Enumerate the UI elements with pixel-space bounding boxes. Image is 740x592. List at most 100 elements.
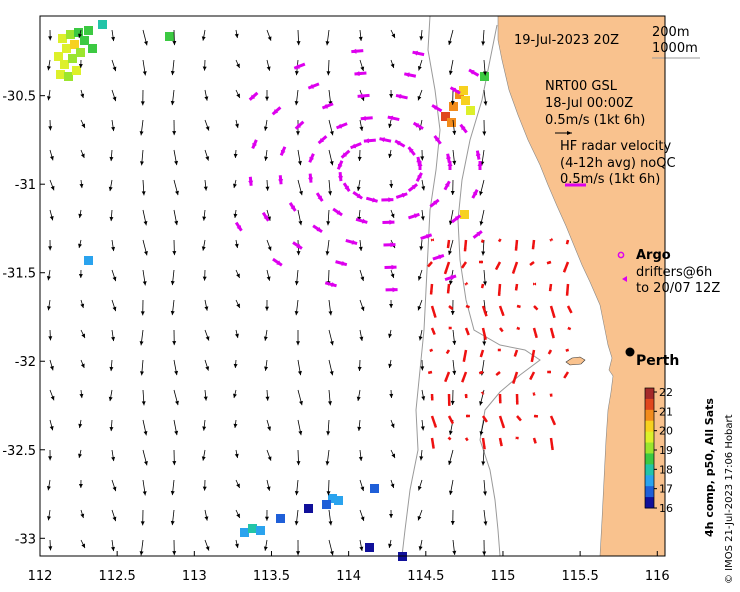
sst-colorbar: 22 21 20 19 18 17 16 xyxy=(644,386,673,515)
current-arrow xyxy=(142,479,147,496)
current-arrow xyxy=(482,269,487,286)
current-arrow xyxy=(234,449,239,459)
current-arrow xyxy=(140,89,145,106)
current-arrow xyxy=(248,176,254,186)
current-arrow xyxy=(389,89,394,99)
x-tick-label: 114.5 xyxy=(407,569,444,584)
sst-pixel xyxy=(88,44,97,53)
current-arrow xyxy=(142,59,147,76)
current-arrow xyxy=(265,179,270,191)
current-arrow xyxy=(49,149,54,161)
current-arrow xyxy=(480,391,485,396)
current-arrow xyxy=(326,479,331,496)
current-arrow xyxy=(430,415,438,428)
current-arrow xyxy=(80,299,85,309)
current-arrow xyxy=(417,299,423,311)
current-arrow xyxy=(325,239,330,256)
sst-pixel xyxy=(256,526,265,535)
current-arrow xyxy=(140,359,144,376)
current-arrow xyxy=(46,269,51,281)
current-arrow xyxy=(420,419,425,431)
current-arrow xyxy=(468,68,480,77)
current-arrow xyxy=(80,119,86,129)
current-arrow xyxy=(170,299,175,316)
colorbar-segment xyxy=(645,388,654,400)
perth-marker xyxy=(625,347,635,357)
current-arrow xyxy=(479,179,485,196)
current-arrow xyxy=(357,149,362,161)
current-arrow xyxy=(172,29,177,46)
current-arrow xyxy=(141,179,146,196)
current-arrow xyxy=(359,59,365,72)
x-tick-label: 116 xyxy=(645,569,670,584)
current-arrow xyxy=(446,153,452,163)
current-arrow xyxy=(328,329,334,346)
current-arrow xyxy=(266,59,271,71)
current-arrow xyxy=(480,283,485,289)
current-arrow xyxy=(266,269,271,281)
current-arrow xyxy=(345,239,358,246)
current-arrow xyxy=(204,359,210,371)
current-arrow xyxy=(172,449,177,466)
current-arrow xyxy=(317,135,328,145)
x-tick-label: 114 xyxy=(336,569,361,584)
current-arrow xyxy=(342,182,351,193)
current-arrow xyxy=(292,241,303,250)
current-arrow xyxy=(108,179,113,192)
current-arrow xyxy=(204,539,210,551)
current-arrow xyxy=(356,389,361,402)
current-arrow xyxy=(532,437,537,444)
current-arrow xyxy=(109,419,114,432)
current-arrow xyxy=(48,29,53,41)
current-arrow xyxy=(203,389,208,401)
sst-pixel xyxy=(447,118,456,127)
sst-pixel xyxy=(322,500,331,509)
current-arrow xyxy=(294,299,299,316)
current-arrow xyxy=(529,260,535,266)
current-arrow xyxy=(379,137,392,143)
sst-pixel xyxy=(68,54,77,63)
current-arrow xyxy=(450,179,455,195)
current-arrow xyxy=(297,149,302,166)
current-arrow xyxy=(547,349,553,355)
nrt-title: NRT00 GSL xyxy=(545,79,618,94)
current-arrow xyxy=(266,209,271,221)
sst-pixel xyxy=(480,72,489,81)
current-arrow xyxy=(516,304,521,309)
current-arrow xyxy=(359,509,365,522)
current-arrow xyxy=(234,239,239,249)
current-arrow xyxy=(407,212,420,220)
current-arrow xyxy=(142,419,148,436)
current-arrow xyxy=(549,237,554,242)
y-axis: -30.5 -31 -31.5 -32 -32.5 -33 xyxy=(2,90,45,547)
x-tick-label: 113 xyxy=(182,569,207,584)
current-arrow xyxy=(449,86,461,95)
current-arrow xyxy=(170,59,175,76)
current-arrow xyxy=(173,419,179,436)
current-arrow xyxy=(498,415,506,429)
current-arrow xyxy=(451,214,462,224)
current-arrow xyxy=(389,509,394,519)
current-arrow xyxy=(204,119,210,131)
current-arrow xyxy=(352,191,363,200)
current-arrow xyxy=(418,539,423,551)
argo-marker xyxy=(617,251,625,259)
current-arrow xyxy=(512,371,519,384)
current-arrow xyxy=(463,239,468,252)
current-arrow xyxy=(173,179,179,196)
sst-pixel xyxy=(58,34,67,43)
current-arrow xyxy=(142,29,148,46)
current-arrow xyxy=(139,329,144,346)
current-arrow xyxy=(419,449,424,461)
current-arrow xyxy=(328,389,333,406)
current-arrow xyxy=(48,329,53,341)
current-arrow xyxy=(562,261,570,273)
current-arrow xyxy=(395,192,408,199)
current-arrow xyxy=(357,419,362,432)
current-arrow xyxy=(354,71,367,77)
current-arrow xyxy=(445,349,451,355)
current-arrow xyxy=(421,179,426,191)
current-arrow xyxy=(359,479,365,492)
current-arrow xyxy=(46,479,51,491)
current-arrow xyxy=(471,189,479,199)
